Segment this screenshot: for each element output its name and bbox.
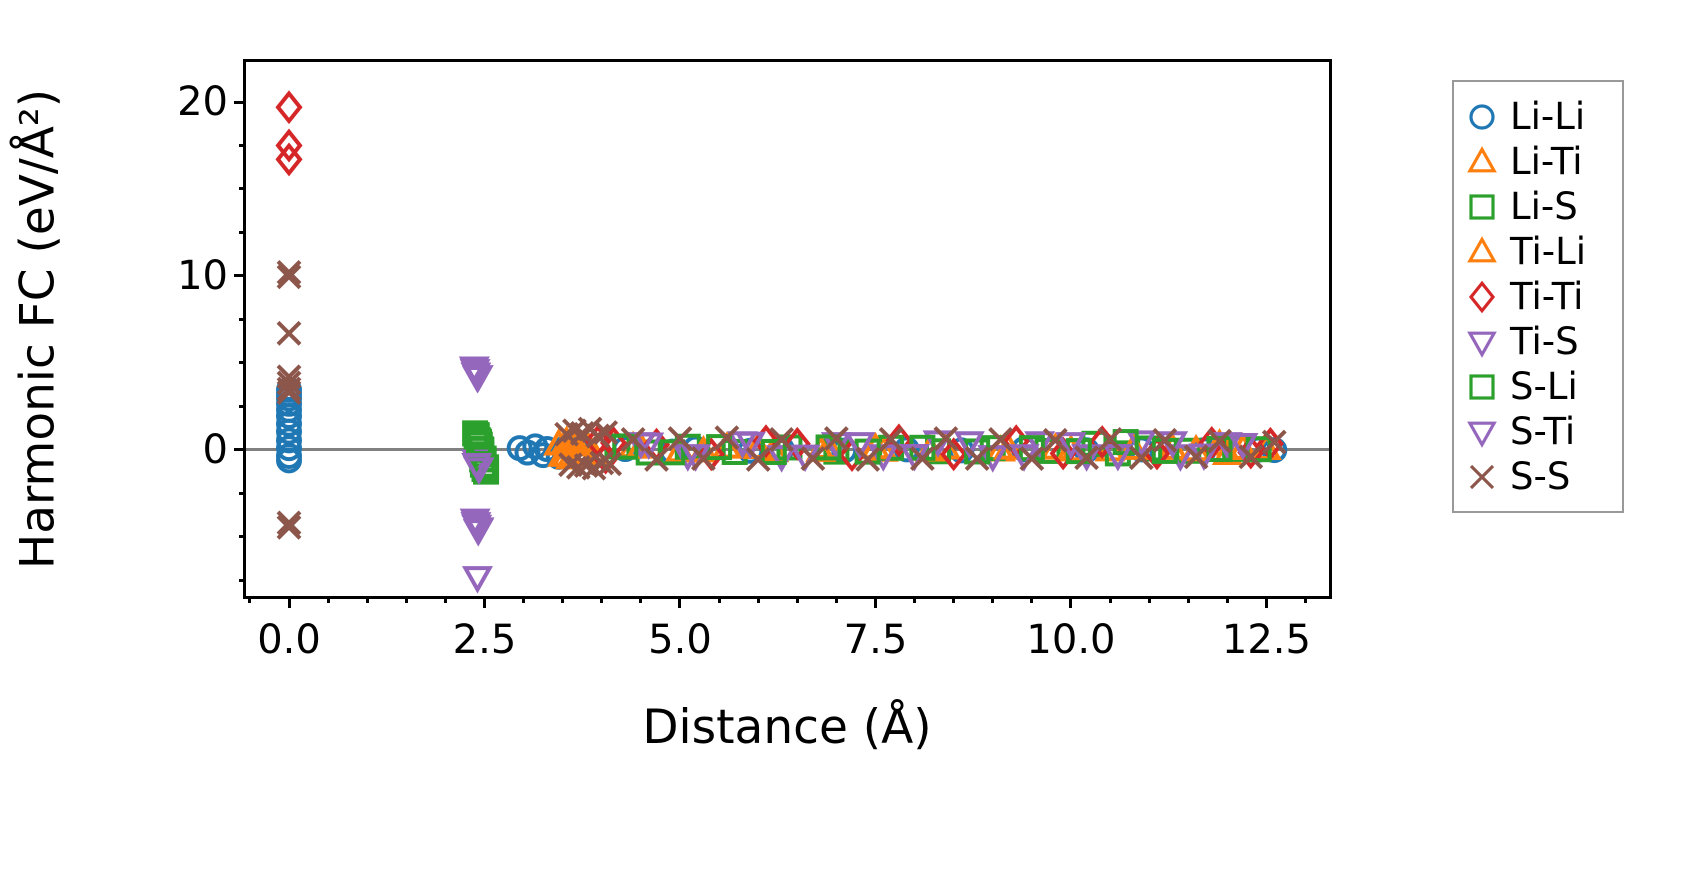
legend-label: Ti-S (1510, 320, 1579, 363)
x-tick-minor (952, 596, 956, 603)
y-tick-major (234, 448, 246, 452)
zero-reference-line (246, 448, 1329, 452)
x-tick-minor (717, 596, 721, 603)
legend-label: S-Ti (1510, 410, 1576, 453)
x-tick-major (1264, 596, 1268, 608)
x-tick-major (678, 596, 682, 608)
x-tick-label: 12.5 (1221, 617, 1311, 663)
legend-label: Li-Ti (1510, 140, 1583, 183)
triangle-down-icon (1460, 322, 1504, 362)
circle-icon (1460, 97, 1504, 137)
y-tick-major (234, 100, 246, 104)
x-tick-minor (404, 596, 408, 603)
x-tick-minor (756, 596, 760, 603)
y-tick-minor (239, 404, 246, 408)
x-tick-major (873, 596, 877, 608)
legend-item-ti-ti[interactable]: Ti-Ti (1460, 274, 1616, 319)
legend-label: Li-S (1510, 185, 1578, 228)
x-tick-minor (561, 596, 565, 603)
x-tick-minor (1030, 596, 1034, 603)
x-tick-label: 2.5 (452, 617, 517, 663)
y-tick-minor (239, 230, 246, 234)
x-tick-minor (365, 596, 369, 603)
x-tick-major (287, 596, 291, 608)
triangle-down-icon (1460, 412, 1504, 452)
series-ti-ti (275, 90, 1284, 475)
legend-item-ti-li[interactable]: Ti-Li (1460, 229, 1616, 274)
x-tick-label: 0.0 (257, 617, 321, 663)
legend-label: S-S (1510, 455, 1571, 498)
x-tick-minor (991, 596, 995, 603)
y-tick-minor (239, 535, 246, 539)
legend-item-s-li[interactable]: S-Li (1460, 364, 1616, 409)
y-axis-title: Harmonic FC (eV/Å²) (10, 88, 66, 570)
x-axis-title: Distance (Å) (642, 700, 932, 755)
x-tick-minor (1186, 596, 1190, 603)
legend-item-s-s[interactable]: S-S (1460, 454, 1616, 499)
x-tick-major (482, 596, 486, 608)
legend-item-li-s[interactable]: Li-S (1460, 184, 1616, 229)
x-tick-minor (1225, 596, 1229, 603)
legend-item-s-ti[interactable]: S-Ti (1460, 409, 1616, 454)
legend-item-li-li[interactable]: Li-Li (1460, 94, 1616, 139)
triangle-up-icon (1460, 232, 1504, 272)
y-tick-label: 0 (202, 426, 228, 473)
legend-label: Ti-Ti (1510, 275, 1584, 318)
x-tick-minor (795, 596, 799, 603)
y-tick-minor (239, 491, 246, 495)
y-tick-label: 10 (177, 252, 228, 299)
y-tick-minor (239, 143, 246, 147)
y-tick-minor (239, 187, 246, 191)
x-tick-minor (248, 596, 252, 603)
x-tick-minor (913, 596, 917, 603)
legend-item-ti-s[interactable]: Ti-S (1460, 319, 1616, 364)
series-s-s (276, 260, 1287, 540)
y-tick-minor (239, 578, 246, 582)
x-tick-major (1069, 596, 1073, 608)
x-tick-label: 5.0 (648, 617, 712, 663)
legend-box: Li-Li Li-Ti Li-S Ti-Li Ti-Ti Ti-S S-Li S-Ti S-S (1452, 80, 1624, 513)
x-tick-minor (522, 596, 526, 603)
x-tick-minor (326, 596, 330, 603)
legend-label: S-Li (1510, 365, 1578, 408)
x-tick-label: 7.5 (843, 617, 908, 663)
data-markers (275, 90, 1288, 594)
x-tick-minor (1108, 596, 1112, 603)
x-tick-minor (834, 596, 838, 603)
x-tick-minor (1147, 596, 1151, 603)
legend-label: Li-Li (1510, 95, 1586, 138)
y-tick-minor (239, 317, 246, 321)
triangle-up-icon (1460, 142, 1504, 182)
x-tick-minor (639, 596, 643, 603)
x-icon (1460, 457, 1504, 497)
x-tick-minor (1304, 596, 1308, 603)
y-tick-major (234, 274, 246, 278)
square-icon (1460, 367, 1504, 407)
x-tick-label: 10.0 (1026, 617, 1116, 663)
plot-area (234, 59, 1332, 608)
y-tick-minor (239, 361, 246, 365)
square-icon (1460, 187, 1504, 227)
legend-item-li-ti[interactable]: Li-Ti (1460, 139, 1616, 184)
y-tick-label: 20 (177, 79, 228, 125)
diamond-icon (1460, 277, 1504, 317)
x-tick-minor (443, 596, 447, 603)
legend-label: Ti-Li (1510, 230, 1586, 273)
scatter-canvas (246, 62, 1329, 596)
x-tick-minor (600, 596, 604, 603)
